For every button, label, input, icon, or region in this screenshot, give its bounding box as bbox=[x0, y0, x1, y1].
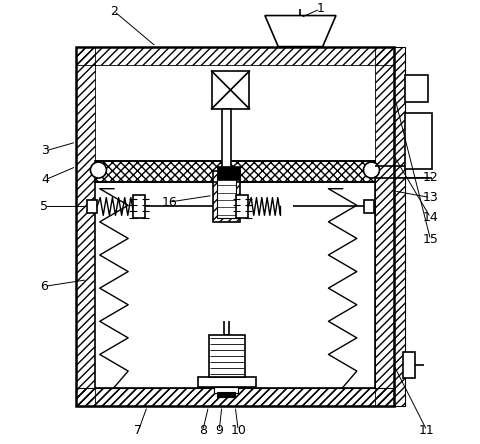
Text: 12: 12 bbox=[422, 171, 437, 184]
Text: 9: 9 bbox=[215, 424, 223, 437]
Text: 7: 7 bbox=[134, 424, 142, 437]
Text: 6: 6 bbox=[40, 280, 48, 293]
Bar bbox=[76, 47, 95, 406]
Text: 14: 14 bbox=[422, 211, 437, 224]
Bar bbox=[236, 195, 248, 218]
Bar bbox=[404, 75, 427, 102]
Bar bbox=[95, 161, 374, 182]
Bar bbox=[76, 388, 393, 406]
Bar bbox=[393, 47, 404, 406]
Bar bbox=[76, 47, 393, 65]
Bar bbox=[213, 171, 239, 222]
Text: 8: 8 bbox=[198, 424, 206, 437]
Bar bbox=[374, 47, 393, 406]
Text: 11: 11 bbox=[418, 424, 434, 437]
Bar bbox=[87, 200, 97, 213]
Bar bbox=[402, 352, 414, 378]
Bar bbox=[208, 335, 244, 377]
Bar bbox=[214, 387, 238, 393]
Bar bbox=[211, 71, 249, 109]
Text: 3: 3 bbox=[41, 144, 49, 158]
Circle shape bbox=[363, 162, 379, 178]
Bar bbox=[133, 195, 145, 218]
Text: 1: 1 bbox=[316, 2, 324, 16]
Bar bbox=[198, 377, 255, 387]
Bar bbox=[216, 174, 236, 218]
Bar bbox=[218, 166, 239, 180]
Bar bbox=[363, 200, 373, 213]
Bar bbox=[221, 109, 230, 171]
Bar bbox=[95, 182, 374, 388]
Bar bbox=[277, 22, 322, 47]
Text: 15: 15 bbox=[422, 233, 438, 246]
Text: 13: 13 bbox=[422, 191, 437, 204]
Text: 2: 2 bbox=[110, 4, 118, 18]
Text: 16: 16 bbox=[161, 195, 177, 209]
Bar bbox=[76, 47, 393, 406]
Polygon shape bbox=[264, 16, 335, 47]
Circle shape bbox=[90, 162, 106, 178]
Bar bbox=[217, 392, 235, 397]
Bar bbox=[404, 113, 432, 169]
Text: 5: 5 bbox=[40, 200, 48, 213]
Text: 10: 10 bbox=[230, 424, 246, 437]
Text: 4: 4 bbox=[41, 173, 49, 186]
Bar bbox=[76, 388, 393, 406]
